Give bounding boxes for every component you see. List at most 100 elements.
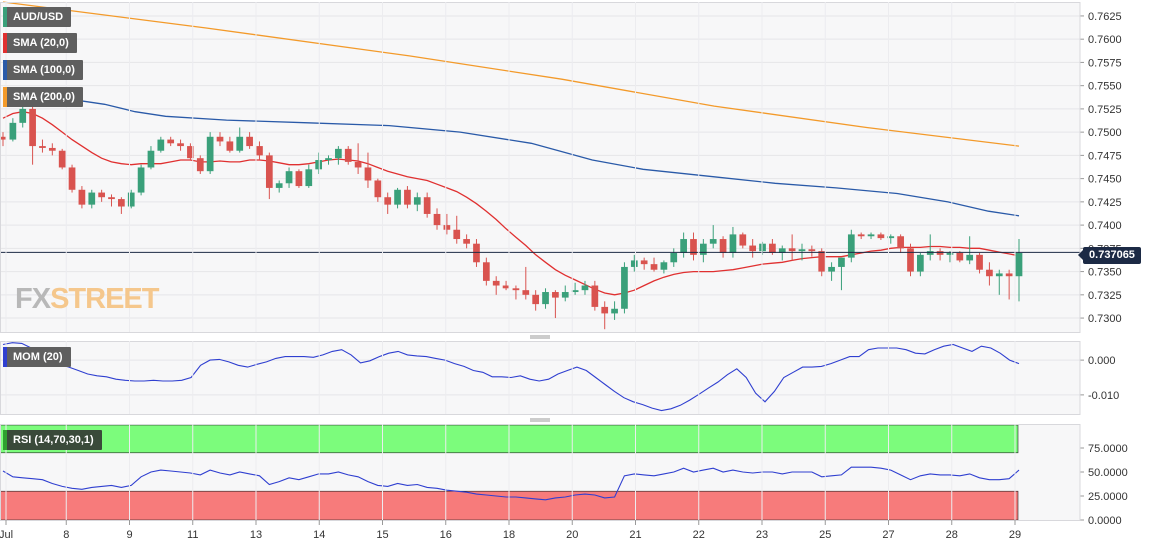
rsi-tick-label: 50.0000 xyxy=(1088,467,1128,479)
candle-up xyxy=(275,183,283,188)
candle-down xyxy=(246,136,253,147)
rsi-panel: 75.0000 50.0000 25.0000 0.0000 xyxy=(0,424,1128,527)
x-tick-label: 28 xyxy=(946,529,958,541)
price-tick-label: 0.7525 xyxy=(1088,104,1122,116)
candle-down xyxy=(374,180,382,198)
candle-down xyxy=(354,161,362,168)
sma200-line xyxy=(2,1,1020,147)
x-tick-label: Jul xyxy=(0,529,13,541)
candle-down xyxy=(690,239,697,255)
candle-up xyxy=(206,136,214,172)
candle-up xyxy=(147,150,155,168)
candle-down xyxy=(522,290,530,295)
logo-prefix: FX xyxy=(15,283,51,315)
candle-up xyxy=(394,189,401,205)
candle-up xyxy=(759,243,766,252)
panel-border xyxy=(0,2,1081,333)
legend-sma100-label: SMA (100,0) xyxy=(13,64,75,76)
legend-sma100[interactable]: SMA (100,0) xyxy=(3,60,83,80)
candle-up xyxy=(305,169,313,187)
candle-up xyxy=(798,249,806,252)
candle-down xyxy=(512,288,520,291)
legend-rsi[interactable]: RSI (14,70,30,1) xyxy=(3,430,102,450)
candle-up xyxy=(917,254,924,272)
mom-tick-label: -0.010 xyxy=(1088,390,1119,402)
candle-up xyxy=(542,292,549,305)
legend-mom-label: MOM (20) xyxy=(13,351,63,363)
legend-symbol[interactable]: AUD/USD xyxy=(3,7,72,27)
mom-line xyxy=(2,342,1020,412)
candle-up xyxy=(9,122,17,140)
candle-down xyxy=(453,229,461,240)
candle-up xyxy=(325,158,332,161)
candle-up xyxy=(966,254,974,261)
rsi-tick-label: 75.0000 xyxy=(1088,443,1128,455)
x-tick-label: 14 xyxy=(313,529,325,541)
x-tick-label: 27 xyxy=(882,529,894,541)
price-tick-label: 0.7400 xyxy=(1088,220,1122,232)
candle-down xyxy=(39,146,46,148)
candle-down xyxy=(808,249,816,252)
price-tick-label: 0.7550 xyxy=(1088,81,1122,93)
candle-down xyxy=(58,150,66,168)
candle-up xyxy=(315,160,323,170)
candle-up xyxy=(887,236,895,239)
candle-down xyxy=(857,234,865,237)
candle-up xyxy=(828,266,835,272)
candle-up xyxy=(561,292,569,298)
candle-up xyxy=(1015,252,1023,277)
candle-down xyxy=(404,189,411,205)
legend-sma20[interactable]: SMA (20,0) xyxy=(3,33,77,53)
price-panel: 0.7625 0.7600 0.7575 0.7550 0.7525 0.7500 0.74… xyxy=(0,1,1122,332)
candle-down xyxy=(384,197,392,205)
legend-mom[interactable]: MOM (20) xyxy=(3,347,71,367)
candle-up xyxy=(838,257,845,267)
candle-down xyxy=(433,213,441,226)
candle-down xyxy=(907,248,914,272)
candle-down xyxy=(897,236,904,249)
candle-down xyxy=(265,155,273,188)
candle-up xyxy=(581,285,589,291)
x-tick-label: 20 xyxy=(566,529,578,541)
x-tick-label: 18 xyxy=(503,529,515,541)
last-price-tag: 0.737065 xyxy=(1078,247,1141,264)
x-tick-label: 16 xyxy=(440,529,452,541)
panel-frames xyxy=(0,2,1081,521)
candle-down xyxy=(196,158,204,172)
candle-down xyxy=(443,225,451,230)
candle-down xyxy=(818,251,826,272)
price-tick-label: 0.7425 xyxy=(1088,197,1122,209)
candle-up xyxy=(88,192,96,205)
candle-down xyxy=(650,264,658,270)
candle-down xyxy=(976,254,983,270)
candle-down xyxy=(601,306,609,314)
candle-up xyxy=(778,248,786,253)
candle-down xyxy=(769,243,776,253)
logo-accent: STREET xyxy=(50,283,159,315)
candle-up xyxy=(157,139,165,151)
x-tick-label: 22 xyxy=(693,529,705,541)
legend-sma200[interactable]: SMA (200,0) xyxy=(3,87,83,107)
rsi-tick-label: 0.0000 xyxy=(1088,515,1122,527)
price-tick-label: 0.7475 xyxy=(1088,150,1122,162)
candle-down xyxy=(48,147,56,151)
logo-fx: FXSTREET xyxy=(15,283,159,315)
candle-down xyxy=(552,292,559,298)
x-axis: Jul 8 9 11 13 14 15 16 18 20 21 22 23 25 27 28 29 xyxy=(0,520,1021,541)
candle-up xyxy=(621,266,628,309)
candle-down xyxy=(344,148,352,162)
candle-down xyxy=(956,252,964,261)
candle-up xyxy=(946,252,954,255)
candle-up xyxy=(630,260,638,267)
candle-down xyxy=(502,285,510,289)
candle-down xyxy=(256,146,263,156)
price-tick-label: 0.7575 xyxy=(1088,57,1122,69)
candle-down xyxy=(187,146,194,159)
candle-down xyxy=(167,139,175,144)
candle-up xyxy=(19,108,27,123)
rsi-swatch xyxy=(3,430,7,450)
x-tick-label: 23 xyxy=(756,529,768,541)
candle-up xyxy=(236,136,244,151)
candle-down xyxy=(29,108,36,147)
